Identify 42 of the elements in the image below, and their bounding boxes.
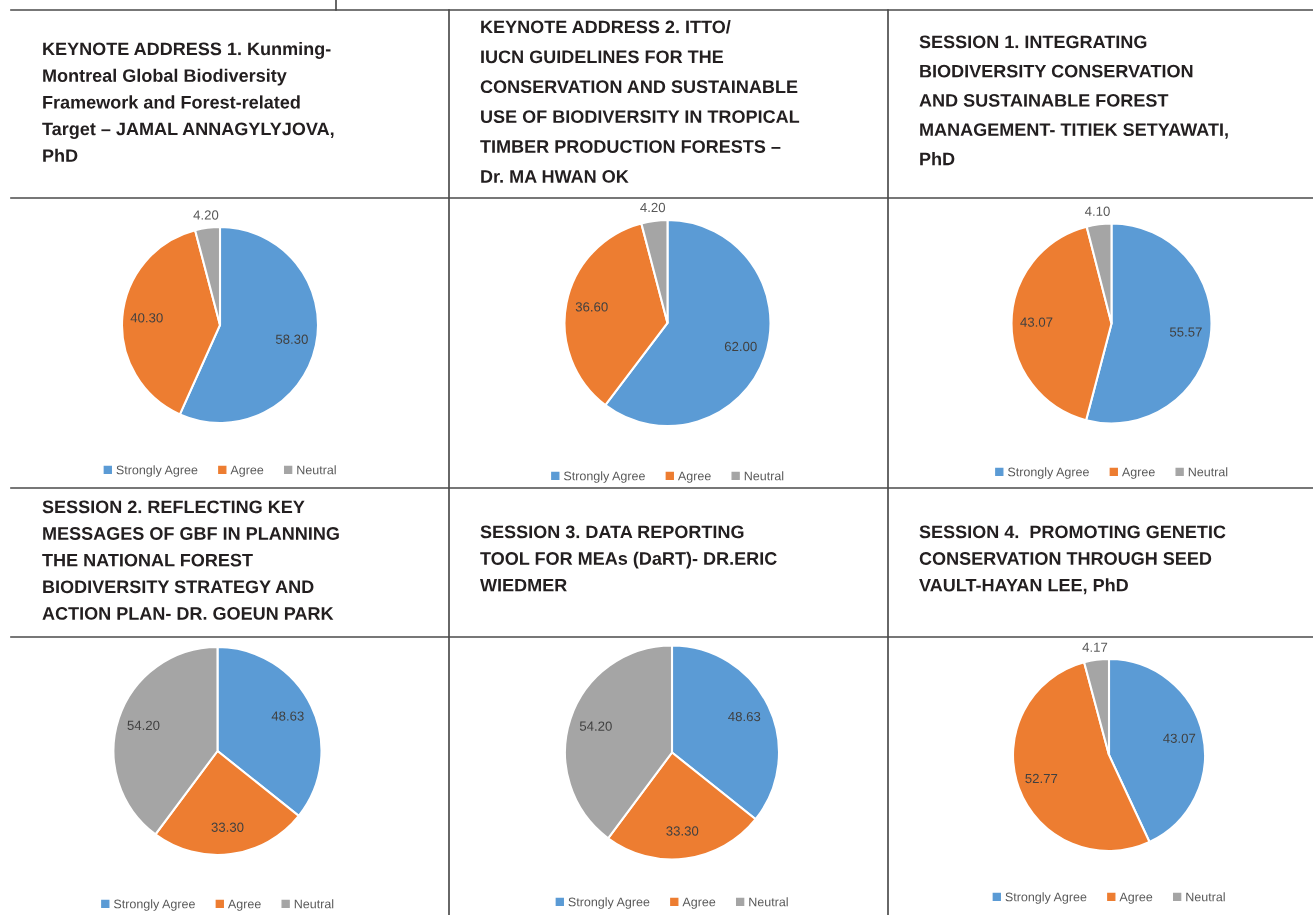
data-label: 54.20 [579, 721, 612, 731]
chart-title: SESSION 3. DATA REPORTING TOOL FOR MEAs (DaRT)- DR.ERIC WIEDMER [480, 525, 777, 592]
legend-label: Agree [677, 471, 711, 483]
chart-title: KEYNOTE ADDRESS 1. Kunming- Montreal Global Biodiversity Framework and Forest-related Target – JAMAL ANNAGYLYJOVA, PhD [42, 42, 334, 162]
data-label: 54.20 [127, 720, 160, 731]
legend-label: Strongly Agree [1005, 892, 1087, 904]
data-label: 62.00 [724, 341, 757, 352]
data-label: 58.30 [275, 334, 308, 344]
chart-title: SESSION 2. REFLECTING KEY MESSAGES OF GBF IN PLANNING THE NATIONAL FOREST BIODIVERSITY STRATEGY AND ACTION PLAN- DR. GOEUN PARK [42, 500, 339, 620]
legend-label: Neutral [749, 897, 788, 907]
legend-label: Neutral [294, 899, 334, 909]
data-label: 4.20 [193, 210, 219, 220]
data-label: 33.30 [666, 826, 699, 836]
data-label: 4.17 [1082, 642, 1108, 652]
data-label: 52.77 [1025, 773, 1058, 784]
data-label: 48.63 [728, 711, 761, 722]
legend-label: Agree [682, 897, 716, 909]
legend-label: Neutral [1188, 467, 1228, 477]
legend-label: Agree [227, 899, 261, 911]
legend-label: Strongly Agree [114, 899, 195, 911]
chart-title: KEYNOTE ADDRESS 2. ITTO/ IUCN GUIDELINES FOR THE CONSERVATION AND SUSTAINABLE USE OF BIODIVERSITY IN TROPICAL TIMBER PRODUCTION FORESTS – Dr. MA HWAN OK [480, 20, 800, 183]
legend-label: Strongly Agree [564, 471, 645, 483]
legend-label: Neutral [1186, 892, 1225, 902]
legend-label: Strongly Agree [568, 897, 650, 909]
data-label: 4.10 [1084, 206, 1110, 216]
legend-label: Agree [230, 465, 264, 477]
data-label: 4.20 [640, 202, 666, 213]
legend-label: Agree [1121, 467, 1155, 479]
data-label: 48.63 [271, 711, 304, 721]
chart-title: SESSION 1. INTEGRATING BIODIVERSITY CONSERVATION AND SUSTAINABLE FOREST MANAGEMENT- TITIEK SETYAWATI, PhD [919, 35, 1228, 166]
legend-label: Strongly Agree [1008, 467, 1089, 479]
data-label: 36.60 [575, 302, 608, 312]
legend-label: Neutral [297, 465, 336, 475]
data-label: 55.57 [1169, 327, 1202, 337]
chart-title: SESSION 4. PROMOTING GENETIC CONSERVATION THROUGH SEED VAULT-HAYAN LEE, PhD [919, 525, 1226, 595]
legend-label: Strongly Agree [116, 465, 198, 477]
data-label: 43.07 [1020, 317, 1053, 327]
legend-label: Neutral [744, 471, 784, 481]
data-label: 40.30 [130, 313, 163, 323]
data-label: 43.07 [1163, 733, 1196, 743]
data-label: 33.30 [211, 822, 244, 832]
legend-label: Agree [1119, 892, 1153, 904]
